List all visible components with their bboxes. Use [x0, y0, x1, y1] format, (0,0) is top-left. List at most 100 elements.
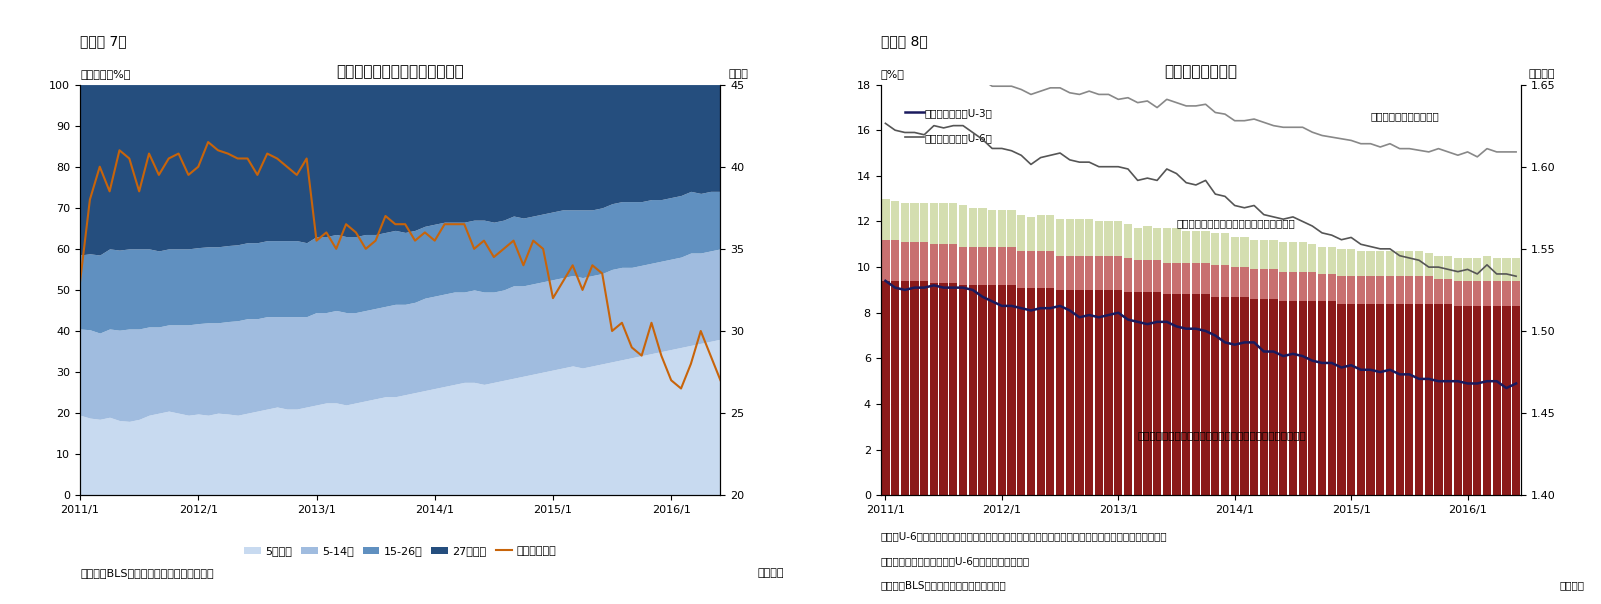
Bar — [1434, 278, 1443, 304]
Bar — [1434, 304, 1443, 495]
Bar — [1250, 240, 1258, 269]
Bar — [1172, 263, 1180, 295]
Bar — [1105, 255, 1113, 290]
Bar — [1153, 260, 1161, 292]
Bar — [959, 246, 967, 285]
Bar — [949, 203, 957, 244]
Bar — [1124, 223, 1132, 258]
Bar — [921, 242, 929, 281]
Bar — [1231, 237, 1239, 267]
Bar — [1327, 274, 1335, 301]
Bar — [940, 244, 948, 283]
Bar — [1327, 246, 1335, 274]
Bar — [1318, 301, 1326, 495]
Bar — [1201, 295, 1210, 495]
Bar — [1017, 251, 1025, 288]
Bar — [1241, 267, 1249, 297]
Bar — [911, 242, 919, 281]
Bar — [1454, 281, 1462, 306]
Bar — [1502, 258, 1510, 281]
Bar — [1279, 272, 1287, 301]
Bar — [1327, 301, 1335, 495]
Bar — [1270, 269, 1278, 299]
Bar — [1182, 231, 1190, 263]
Bar — [1201, 231, 1210, 263]
Bar — [1492, 258, 1500, 281]
Bar — [1114, 290, 1122, 495]
Bar — [1396, 251, 1404, 276]
Title: 失業期間の分布と平均失業期間: 失業期間の分布と平均失業期間 — [336, 64, 464, 79]
Bar — [1492, 281, 1500, 306]
Bar — [1172, 295, 1180, 495]
Bar — [988, 246, 996, 285]
Bar — [978, 208, 986, 246]
Text: 広義の失業率（U-6）: 広義の失業率（U-6） — [924, 133, 993, 144]
Bar — [1134, 228, 1142, 260]
Bar — [1337, 304, 1345, 495]
Bar — [1124, 258, 1132, 292]
Bar — [1366, 251, 1375, 276]
Bar — [1346, 249, 1356, 276]
Bar — [1502, 306, 1510, 495]
Bar — [1095, 222, 1103, 255]
Bar — [1085, 255, 1093, 290]
Bar — [997, 285, 1005, 495]
Bar — [1318, 246, 1326, 274]
Bar — [1191, 295, 1201, 495]
Bar — [1270, 299, 1278, 495]
Bar — [1346, 276, 1356, 304]
Bar — [1366, 276, 1375, 304]
Bar — [1260, 269, 1268, 299]
Bar — [1114, 255, 1122, 290]
Bar — [969, 208, 977, 246]
Bar — [1036, 288, 1045, 495]
Bar — [1212, 297, 1220, 495]
Bar — [1250, 269, 1258, 299]
Bar — [1377, 276, 1385, 304]
Bar — [1026, 217, 1036, 251]
Text: 経済的理由によるパートタイマー（右軸）: 経済的理由によるパートタイマー（右軸） — [1177, 218, 1295, 228]
Text: （月次）: （月次） — [757, 568, 784, 578]
Bar — [969, 285, 977, 495]
Bar — [1483, 255, 1491, 281]
Bar — [1231, 267, 1239, 297]
Bar — [1143, 226, 1151, 260]
Bar — [1434, 255, 1443, 278]
Legend: 5週未満, 5-14週, 15-26週, 27週以上, 平均（右軸）: 5週未満, 5-14週, 15-26週, 27週以上, 平均（右軸） — [240, 542, 560, 561]
Bar — [1026, 288, 1036, 495]
Bar — [1076, 290, 1084, 495]
Bar — [1036, 214, 1045, 251]
Bar — [1076, 255, 1084, 290]
Bar — [1463, 281, 1471, 306]
Bar — [911, 203, 919, 242]
Bar — [1212, 233, 1220, 265]
Text: （%）: （%） — [881, 68, 905, 79]
Text: （億人）: （億人） — [1529, 68, 1556, 79]
Text: （資料）BLSよりニッセイ基礎研究所作成: （資料）BLSよりニッセイ基礎研究所作成 — [80, 568, 213, 578]
Bar — [1076, 219, 1084, 255]
Text: （注）U-6＝（失業者＋周辺労働力＋経済的理由によるパートタイマー）／（労働力＋周辺労働力）: （注）U-6＝（失業者＋周辺労働力＋経済的理由によるパートタイマー）／（労働力＋… — [881, 532, 1167, 542]
Bar — [1298, 301, 1306, 495]
Bar — [1057, 255, 1065, 290]
Text: （週）: （週） — [728, 68, 748, 79]
Bar — [1386, 251, 1394, 276]
Bar — [1201, 263, 1210, 295]
Text: （月次）: （月次） — [1559, 580, 1585, 590]
Bar — [1007, 285, 1015, 495]
Bar — [1095, 290, 1103, 495]
Text: 労働力人口（経済的理由によるパートタイマー除く、右軸）: 労働力人口（経済的理由によるパートタイマー除く、右軸） — [1138, 430, 1306, 440]
Bar — [1085, 290, 1093, 495]
Bar — [1026, 251, 1036, 288]
Bar — [1250, 299, 1258, 495]
Bar — [1191, 263, 1201, 295]
Bar — [1483, 306, 1491, 495]
Bar — [1222, 265, 1230, 297]
Bar — [1463, 258, 1471, 281]
Bar — [881, 199, 890, 240]
Bar — [1045, 251, 1055, 288]
Bar — [1017, 288, 1025, 495]
Bar — [1346, 304, 1356, 495]
Bar — [1502, 281, 1510, 306]
Bar — [892, 240, 900, 281]
Bar — [1454, 306, 1462, 495]
